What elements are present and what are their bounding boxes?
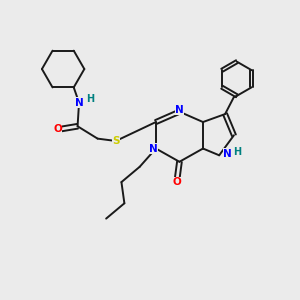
Text: H: H bbox=[86, 94, 94, 104]
Text: N: N bbox=[175, 105, 184, 115]
Text: N: N bbox=[223, 149, 232, 159]
Text: O: O bbox=[173, 177, 182, 188]
Text: H: H bbox=[233, 147, 242, 157]
Text: S: S bbox=[112, 136, 120, 146]
Text: N: N bbox=[149, 143, 158, 154]
Text: O: O bbox=[53, 124, 62, 134]
Text: N: N bbox=[75, 98, 83, 108]
